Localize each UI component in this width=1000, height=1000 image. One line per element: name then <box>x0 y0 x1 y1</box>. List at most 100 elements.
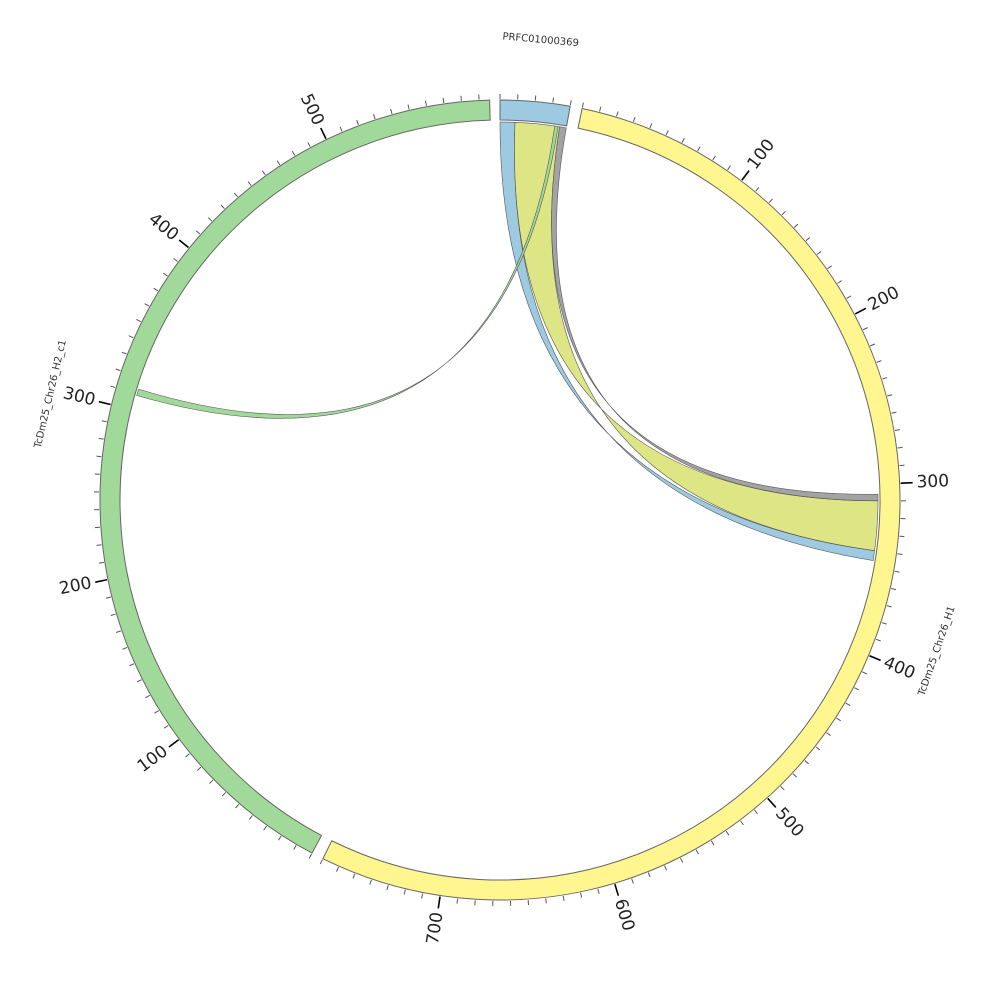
link-prfc01000369-to-tcdm25-chr26-h1-1 <box>514 121 879 551</box>
tick-label: 100 <box>744 135 780 173</box>
minor-tick <box>697 146 701 152</box>
minor-tick <box>897 446 903 449</box>
minor-tick <box>854 687 860 691</box>
major-tick <box>98 400 111 406</box>
major-tick <box>168 739 180 748</box>
minor-tick <box>768 198 773 204</box>
minor-tick <box>173 258 178 262</box>
minor-tick <box>185 753 190 758</box>
tick-label: 300 <box>61 383 97 410</box>
minor-tick <box>248 815 253 820</box>
tick-label: 400 <box>880 653 918 684</box>
minor-tick <box>154 710 159 714</box>
labels-layer: PRFC01000369 100 200 300 400 500 600 700 TcDm25_… <box>33 31 958 945</box>
minor-tick <box>894 429 900 432</box>
minor-tick <box>792 773 798 778</box>
minor-tick <box>263 825 267 831</box>
minor-tick <box>837 280 842 284</box>
tick-label: 100 <box>134 741 172 776</box>
minor-tick <box>712 155 716 161</box>
minor-tick <box>390 108 393 114</box>
minor-tick <box>597 888 600 894</box>
minor-tick <box>815 746 821 751</box>
minor-tick <box>136 319 142 323</box>
ticks-layer <box>94 94 913 909</box>
segment-label-prfc01000369: PRFC01000369 <box>502 31 579 49</box>
minor-tick <box>145 694 151 699</box>
minor-tick <box>862 671 868 675</box>
minor-tick <box>101 420 107 423</box>
minor-tick <box>122 646 128 650</box>
minor-tick <box>562 895 565 901</box>
minor-tick <box>307 142 311 147</box>
minor-tick <box>98 437 104 440</box>
tick-label: 500 <box>771 804 808 842</box>
minor-tick <box>664 865 668 871</box>
tick-label: 300 <box>916 471 949 492</box>
tick-label: 600 <box>610 897 638 934</box>
major-tick <box>178 239 189 249</box>
minor-tick <box>862 327 868 331</box>
link-prfc01000369-to-tcdm25-chr26-h2-c1-3 <box>136 125 559 419</box>
major-tick <box>869 654 881 662</box>
segment-label-tcdm25-chr26-h1: TcDm25_Chr26_H1 <box>916 605 957 699</box>
minor-tick <box>846 295 852 299</box>
minor-tick <box>110 613 116 616</box>
tick-label: 500 <box>296 91 328 129</box>
minor-tick <box>793 223 799 228</box>
segments-layer <box>99 99 901 901</box>
minor-tick <box>727 165 731 171</box>
minor-tick <box>894 570 900 573</box>
segment-tcdm25-chr26-h2-c1 <box>99 99 491 854</box>
minor-tick <box>247 181 252 186</box>
major-tick <box>614 883 620 896</box>
minor-tick <box>110 385 116 388</box>
minor-tick <box>403 889 406 895</box>
minor-tick <box>887 394 893 397</box>
minor-tick <box>631 878 634 884</box>
minor-tick <box>725 830 730 836</box>
minor-tick <box>278 835 282 841</box>
minor-tick <box>207 217 213 222</box>
link-prfc01000369-to-tcdm25-chr26-h1-0 <box>499 121 875 561</box>
major-tick <box>95 578 108 583</box>
minor-tick <box>352 873 356 879</box>
minor-tick <box>144 303 150 307</box>
minor-tick <box>891 411 897 414</box>
minor-tick <box>424 100 427 106</box>
major-tick <box>767 797 777 808</box>
minor-tick <box>805 237 811 242</box>
minor-tick <box>647 872 651 878</box>
minor-tick <box>826 732 831 737</box>
minor-tick <box>882 377 888 380</box>
minor-tick <box>209 779 214 784</box>
minor-tick <box>836 717 841 722</box>
minor-tick <box>220 204 225 209</box>
minor-tick <box>755 186 760 192</box>
minor-tick <box>580 892 583 898</box>
minor-tick <box>581 102 584 108</box>
minor-tick <box>121 351 127 355</box>
tick-label: 400 <box>145 209 183 245</box>
minor-tick <box>96 544 102 546</box>
minor-tick <box>261 170 266 176</box>
minor-tick <box>163 272 168 277</box>
minor-tick <box>781 210 786 216</box>
minor-tick <box>897 553 903 555</box>
minor-tick <box>163 724 169 729</box>
major-tick <box>320 127 327 140</box>
minor-tick <box>293 845 297 850</box>
minor-tick <box>98 561 104 564</box>
minor-tick <box>195 230 201 235</box>
minor-tick <box>545 898 547 904</box>
minor-tick <box>754 809 758 815</box>
major-tick <box>437 896 441 909</box>
minor-tick <box>339 126 343 132</box>
minor-tick <box>780 786 785 791</box>
minor-tick <box>386 884 389 891</box>
minor-tick <box>153 287 159 292</box>
minor-tick <box>276 160 281 166</box>
minor-tick <box>804 760 809 765</box>
